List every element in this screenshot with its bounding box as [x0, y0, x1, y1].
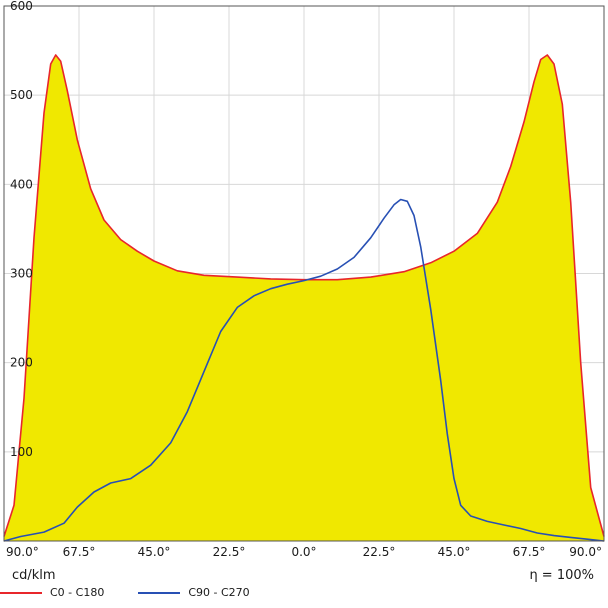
y-tick-label: 200 — [10, 356, 33, 370]
y-tick-label: 300 — [10, 267, 33, 281]
x-tick-label: 90.0° — [569, 545, 602, 559]
x-tick-label: 67.5° — [63, 545, 96, 559]
legend-item-c0-c180: C0 - C180 — [0, 586, 104, 599]
legend: C0 - C180 C90 - C270 — [0, 586, 284, 599]
series-area-c0-c180 — [4, 55, 604, 541]
plot-frame — [3, 5, 605, 542]
x-tick-label: 45.0° — [438, 545, 471, 559]
x-tick-label: 22.5° — [363, 545, 396, 559]
series-line-c0-c180 — [3, 54, 605, 537]
legend-item-c90-c270: C90 - C270 — [138, 586, 250, 599]
tick-labels: 100 200 300 400 500 600 90.0° 67.5° 45.0° 22.5° 0.… — [6, 0, 602, 559]
y-tick-label: 500 — [10, 88, 33, 102]
legend-label-c90-c270: C90 - C270 — [188, 586, 250, 599]
x-tick-label: 45.0° — [138, 545, 171, 559]
series-line-c90-c270 — [3, 198, 605, 542]
x-tick-label: 22.5° — [213, 545, 246, 559]
legend-swatch-c0-c180 — [0, 591, 42, 594]
efficiency-label: η = 100% — [529, 568, 594, 583]
legend-swatch-c90-c270 — [138, 591, 181, 594]
y-tick-label: 400 — [10, 177, 33, 191]
x-tick-label: 0.0° — [291, 545, 316, 559]
y-tick-label: 600 — [10, 0, 33, 13]
y-tick-label: 100 — [10, 445, 33, 459]
legend-label-c0-c180: C0 - C180 — [50, 586, 105, 599]
unit-label: cd/klm — [12, 568, 56, 583]
x-tick-label: 67.5° — [513, 545, 546, 559]
series-layer — [3, 54, 605, 542]
x-tick-label: 90.0° — [6, 545, 39, 559]
